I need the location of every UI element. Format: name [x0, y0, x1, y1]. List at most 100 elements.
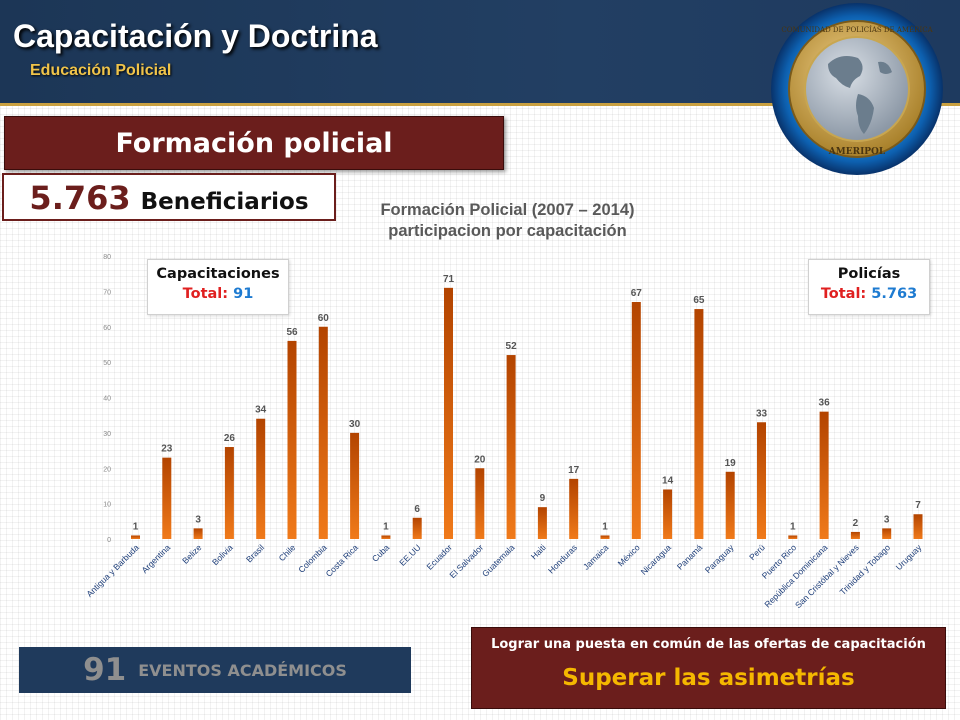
- bar: [819, 411, 829, 539]
- x-category-label: Argentina: [139, 542, 172, 575]
- x-category-label: Panamá: [675, 542, 705, 572]
- x-category-label: EE.UU: [397, 542, 422, 567]
- bar: [694, 309, 704, 539]
- bar: [131, 535, 140, 539]
- bar: [381, 535, 391, 539]
- y-tick-label: 40: [103, 396, 111, 403]
- bar-value-label: 26: [224, 433, 236, 444]
- legend-capacitaciones: Capacitaciones Total: 91: [147, 259, 289, 315]
- chart-title: Formación Policial (2007 – 2014): [380, 201, 635, 219]
- bar-value-label: 19: [725, 458, 737, 469]
- bar-value-label: 65: [693, 295, 705, 306]
- bar-value-label: 36: [819, 398, 831, 409]
- bar: [256, 418, 266, 539]
- chart-title-block: Formación Policial (2007 – 2014) partici…: [330, 200, 685, 242]
- x-category-label: Paraguay: [703, 542, 736, 575]
- beneficiaries-number: 5.763: [29, 179, 131, 217]
- bar: [350, 432, 360, 539]
- bar-value-label: 1: [383, 521, 389, 532]
- x-category-label: Cuba: [370, 542, 392, 564]
- x-category-label: Ecuador: [424, 542, 454, 572]
- bar-value-label: 30: [349, 419, 361, 430]
- page-subtitle: Educación Policial: [30, 62, 172, 79]
- legend-policias-total-label: Total:: [820, 286, 867, 302]
- legend-policias-title: Policías: [837, 266, 901, 282]
- x-category-label: Belize: [180, 542, 204, 566]
- x-category-label: Costa Rica: [324, 542, 361, 579]
- bar-value-label: 9: [540, 493, 546, 504]
- bar: [444, 287, 453, 539]
- bar-value-label: 23: [161, 444, 173, 455]
- bar: [913, 514, 923, 539]
- x-category-label: Guatemala: [480, 542, 517, 579]
- bar-value-label: 52: [506, 341, 518, 352]
- bar: [850, 531, 860, 539]
- beneficiaries-label: Beneficiarios: [140, 189, 309, 215]
- y-tick-label: 30: [103, 431, 111, 438]
- bar-value-label: 56: [286, 327, 298, 338]
- bar: [600, 535, 610, 539]
- bar: [506, 355, 516, 539]
- bar-value-label: 3: [195, 514, 201, 525]
- x-category-label: Haiti: [529, 542, 548, 561]
- bar: [663, 489, 673, 539]
- x-category-label: Jamaica: [581, 542, 611, 572]
- y-axis: 0 10 20 30 40 50 60 70 80: [103, 254, 111, 544]
- x-category-label: Nicaragua: [639, 542, 674, 577]
- bar-value-label: 1: [790, 521, 796, 532]
- events-box: 91 EVENTOS ACADÉMICOS: [19, 647, 411, 693]
- y-tick-label: 0: [107, 537, 111, 544]
- y-tick-label: 50: [103, 360, 111, 367]
- goal-headline: Superar las asimetrías: [562, 665, 855, 691]
- bar-value-label: 67: [631, 288, 643, 299]
- legend-capacitaciones-total-value: 91: [233, 286, 254, 302]
- x-category-label: Honduras: [546, 542, 579, 575]
- x-category-label: Chile: [277, 542, 298, 563]
- bar-value-label: 14: [662, 475, 674, 486]
- bar: [318, 326, 328, 539]
- bar: [788, 535, 798, 539]
- bar-value-label: 60: [318, 313, 330, 324]
- bar: [287, 340, 297, 539]
- beneficiaries-box: 5.763 Beneficiarios: [2, 173, 336, 221]
- bar-value-label: 71: [443, 274, 455, 285]
- x-category-label: México: [616, 542, 642, 568]
- bar: [193, 528, 203, 539]
- x-category-label: Bolivia: [210, 542, 235, 567]
- bar-value-label: 1: [602, 521, 608, 532]
- chart-subtitle: participacion por capacitación: [388, 222, 627, 240]
- bar-value-label: 2: [853, 518, 859, 529]
- bar: [882, 528, 892, 539]
- goal-statement: Lograr una puesta en común de las oferta…: [491, 637, 926, 652]
- legend-capacitaciones-total-label: Total:: [182, 286, 229, 302]
- events-label: EVENTOS ACADÉMICOS: [138, 660, 347, 680]
- goal-box: Lograr una puesta en común de las oferta…: [471, 627, 946, 709]
- bar: [224, 447, 234, 539]
- y-tick-label: 20: [103, 466, 111, 473]
- x-category-label: Perú: [747, 542, 767, 562]
- bar-value-label: 20: [474, 454, 486, 465]
- bar-value-label: 3: [884, 514, 890, 525]
- y-tick-label: 70: [103, 289, 111, 296]
- bar: [757, 422, 766, 539]
- bar-value-label: 7: [915, 500, 921, 511]
- section-title: Formación policial: [115, 127, 393, 159]
- bar: [631, 301, 641, 539]
- bar-value-label: 34: [255, 405, 267, 416]
- bar: [569, 478, 579, 539]
- x-category-label: Brasil: [244, 542, 266, 564]
- legend-policias: Policías Total: 5.763: [808, 259, 930, 315]
- svg-text:AMERIPOL: AMERIPOL: [828, 147, 886, 157]
- x-category-label: El Salvador: [447, 542, 485, 580]
- legend-capacitaciones-title: Capacitaciones: [156, 266, 280, 282]
- bar-value-label: 6: [414, 504, 420, 515]
- bar-value-label: 33: [756, 408, 768, 419]
- x-category-label: Antigua y Barbuda: [84, 542, 141, 599]
- bar-value-label: 1: [133, 521, 139, 532]
- bar: [537, 507, 547, 539]
- bar-value-label: 17: [568, 465, 580, 476]
- bars: 1233263456603016712052917167146519331362…: [131, 274, 923, 539]
- y-tick-label: 60: [103, 325, 111, 332]
